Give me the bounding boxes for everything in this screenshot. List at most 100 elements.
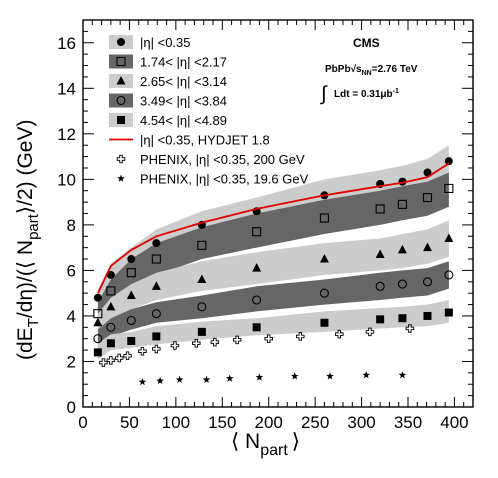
legend: |η| <0.35 1.74< |η| <2.17 2.65< |η| <3.14 3… <box>109 35 309 187</box>
series-4-point <box>127 336 136 345</box>
series-4-point <box>444 308 453 317</box>
series-3-band <box>97 261 449 348</box>
series-4-point <box>376 315 385 324</box>
x-tick-label: 400 <box>440 413 468 432</box>
series-1-point <box>375 204 385 214</box>
series-2-point <box>93 317 103 327</box>
series-2-point <box>375 249 385 258</box>
series-4-point <box>423 311 432 320</box>
x-axis-title: ⟨ Npart ⟩ <box>231 430 300 459</box>
series-2-point <box>151 281 161 290</box>
series-1-point <box>319 213 329 223</box>
legend-marker <box>117 174 125 182</box>
legend-label: 2.65< |η| <3.14 <box>140 74 227 89</box>
series-1-point <box>93 309 103 319</box>
series-6-point <box>152 344 161 354</box>
series-6-point <box>232 335 242 345</box>
luminosity-label: Ldt = 0.31μb-1 <box>334 88 399 100</box>
series-6-point <box>296 332 305 341</box>
series-1-point <box>422 193 433 203</box>
series-4-point <box>320 318 329 327</box>
series-3-point <box>197 302 207 312</box>
series-0-point <box>106 270 115 279</box>
series-6-point <box>170 341 180 350</box>
y-axis-title-c: /dη)/(⟨ N <box>14 240 37 318</box>
series-3-point <box>106 322 116 332</box>
series-2-point <box>444 233 454 243</box>
system-label: PbPb√sNN=2.76 TeV <box>325 64 418 77</box>
series-7-point <box>202 375 211 383</box>
series-4-band <box>97 300 449 360</box>
series-0-point <box>423 168 432 177</box>
series-2-point <box>197 274 207 284</box>
series-3-point <box>375 281 385 291</box>
series-3-point <box>397 279 407 289</box>
series-6-point <box>114 353 124 363</box>
y-tick-label: 12 <box>57 125 76 144</box>
series-1-point <box>126 268 136 278</box>
series-7-point <box>156 376 164 385</box>
system-label-b: √s <box>351 64 362 75</box>
series-7-point <box>326 372 334 380</box>
series-0-band <box>97 145 449 310</box>
x-tick-label: 100 <box>162 413 190 432</box>
y-axis-title: (dET/dη)/(⟨ Npart⟩/2) (GeV) <box>14 120 42 360</box>
x-axis-title-end: ⟩ <box>292 430 300 453</box>
legend-label: |η| <0.35, HYDJET 1.8 <box>140 133 270 148</box>
series-1-point <box>151 254 161 264</box>
series-1-band <box>97 172 449 325</box>
series-2-point <box>106 301 116 311</box>
series-0-point <box>444 157 453 166</box>
legend-band-swatch <box>109 54 133 69</box>
x-tick-label: 50 <box>120 413 139 432</box>
legend-marker <box>117 38 125 46</box>
legend-label: PHENIX, |η| <0.35, 200 GeV <box>140 152 305 167</box>
series-7-point <box>138 377 147 386</box>
axis-ticks: 0 50 100 150 200 250 300 350 400 0 2 4 6 8 10 12 14 16 <box>57 19 474 432</box>
series-1-point <box>397 199 407 209</box>
data-markers <box>93 157 454 386</box>
legend-marker <box>116 76 126 85</box>
series-2-point <box>397 244 407 254</box>
x-tick-label: 250 <box>301 413 329 432</box>
series-0-point <box>93 293 102 302</box>
series-3-point <box>93 334 103 344</box>
series-4-point <box>398 314 407 323</box>
series-0-point <box>127 255 136 264</box>
series-6-point <box>365 327 375 337</box>
series-2-band <box>97 220 449 332</box>
integral-sign: ∫ <box>320 83 328 105</box>
series-3-point <box>151 309 161 319</box>
series-2-point <box>319 254 329 263</box>
series-4-point <box>252 323 261 332</box>
y-axis-title-e: ⟩/2) (GeV) <box>14 120 37 215</box>
luminosity-label-c: -1 <box>393 88 399 95</box>
y-tick-label: 6 <box>67 261 76 280</box>
legend-label: 1.74< |η| <2.17 <box>140 55 227 70</box>
series-6-point <box>192 339 201 348</box>
y-tick-label: 0 <box>67 398 76 417</box>
series-7-point <box>362 371 371 379</box>
system-label-a: PbPb <box>325 64 351 75</box>
series-7-point <box>175 375 184 383</box>
y-axis-title-b: T <box>25 318 42 327</box>
y-tick-label: 2 <box>67 352 76 371</box>
series-2-point <box>252 263 262 272</box>
series-7-point <box>255 373 264 381</box>
series-1-point <box>444 183 454 194</box>
legend-label: PHENIX, |η| <0.35, 19.6 GeV <box>140 172 309 187</box>
series-0-point <box>152 239 161 248</box>
series-6-point <box>99 358 108 367</box>
series-6-point <box>335 329 344 339</box>
series-4-point <box>152 332 161 341</box>
x-tick-label: 150 <box>208 413 236 432</box>
series-7-point <box>225 374 234 382</box>
series-3-point <box>422 277 433 287</box>
y-axis-title-d: part <box>25 213 42 240</box>
series-6-point <box>264 334 273 343</box>
series-6-point <box>405 324 415 333</box>
series-6-point <box>123 351 132 361</box>
series-3-point <box>444 270 454 280</box>
legend-marker <box>116 154 126 164</box>
legend-label: 3.49< |η| <3.84 <box>140 94 227 109</box>
